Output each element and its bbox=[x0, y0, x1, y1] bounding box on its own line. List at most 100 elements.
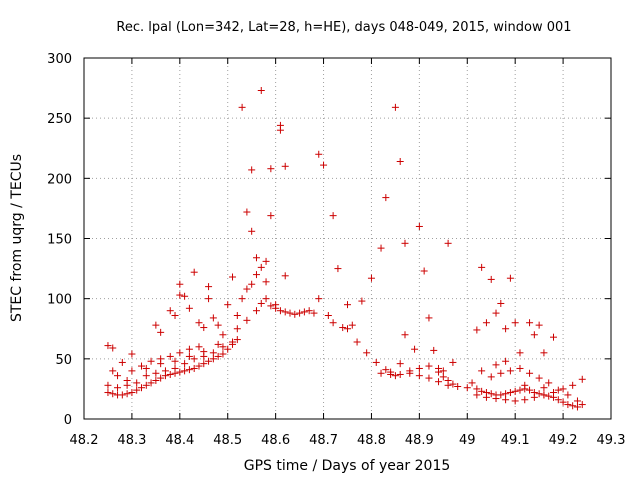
plot-frame bbox=[83, 57, 612, 420]
data-point bbox=[449, 380, 457, 388]
data-point bbox=[190, 364, 198, 372]
data-point bbox=[564, 401, 572, 409]
data-point bbox=[569, 381, 577, 389]
data-point bbox=[157, 374, 165, 382]
y-tick-label: 200 bbox=[47, 172, 72, 187]
data-point bbox=[315, 295, 323, 303]
data-point bbox=[344, 301, 351, 309]
data-point bbox=[166, 370, 174, 378]
data-point bbox=[334, 265, 342, 273]
data-point bbox=[564, 391, 572, 399]
data-point bbox=[535, 390, 543, 398]
data-point bbox=[171, 312, 179, 320]
data-point bbox=[411, 345, 419, 353]
x-tick-label: 48.7 bbox=[309, 433, 338, 448]
x-tick-label: 49 bbox=[459, 433, 476, 448]
data-point bbox=[554, 396, 562, 404]
data-point bbox=[214, 321, 222, 329]
data-point bbox=[502, 325, 510, 333]
data-point bbox=[430, 346, 438, 354]
data-point bbox=[185, 352, 193, 360]
x-tick-label: 48.4 bbox=[165, 433, 194, 448]
y-tick-label: 50 bbox=[55, 353, 72, 368]
data-point bbox=[190, 268, 198, 276]
data-point bbox=[559, 385, 567, 393]
data-point bbox=[578, 401, 586, 409]
data-point bbox=[324, 312, 332, 320]
data-point bbox=[181, 367, 189, 375]
data-point bbox=[276, 307, 284, 315]
data-point bbox=[195, 362, 203, 370]
data-point bbox=[233, 336, 241, 344]
data-point bbox=[157, 360, 165, 368]
data-point bbox=[497, 299, 505, 307]
data-point bbox=[147, 379, 155, 387]
data-point bbox=[104, 389, 112, 397]
y-tick-label: 150 bbox=[47, 233, 72, 248]
data-point bbox=[248, 166, 256, 174]
data-point bbox=[224, 301, 232, 309]
data-point bbox=[573, 403, 581, 411]
data-point bbox=[104, 342, 112, 350]
data-point bbox=[305, 307, 313, 315]
data-point bbox=[511, 397, 519, 405]
x-axis-label: GPS time / Days of year 2015 bbox=[244, 458, 451, 474]
data-point bbox=[492, 309, 500, 317]
data-point bbox=[497, 369, 505, 377]
grid-lines bbox=[84, 58, 611, 419]
data-point bbox=[133, 386, 141, 394]
data-point bbox=[454, 383, 462, 391]
data-point bbox=[171, 364, 179, 372]
data-point bbox=[200, 348, 208, 356]
data-point bbox=[396, 360, 404, 368]
data-point bbox=[415, 222, 423, 230]
data-point bbox=[516, 386, 524, 394]
data-point bbox=[200, 360, 208, 368]
data-point bbox=[219, 350, 227, 358]
data-point bbox=[104, 381, 112, 389]
data-point bbox=[214, 352, 222, 360]
data-point bbox=[492, 395, 500, 403]
data-point bbox=[128, 367, 136, 375]
data-point bbox=[185, 304, 193, 312]
data-point bbox=[161, 367, 169, 375]
data-point bbox=[171, 357, 179, 365]
data-point bbox=[521, 381, 529, 389]
data-point bbox=[219, 331, 227, 339]
data-point bbox=[526, 386, 534, 394]
x-tick-label: 49.1 bbox=[501, 433, 530, 448]
data-point bbox=[229, 338, 237, 346]
data-point bbox=[257, 263, 265, 271]
data-point bbox=[248, 227, 256, 235]
data-point bbox=[286, 309, 294, 317]
data-point bbox=[511, 387, 519, 395]
data-point bbox=[281, 162, 289, 170]
data-point bbox=[569, 402, 577, 410]
data-point bbox=[185, 366, 193, 374]
data-point bbox=[137, 362, 145, 370]
data-point bbox=[176, 368, 184, 376]
data-point bbox=[123, 390, 131, 398]
data-point bbox=[209, 355, 217, 363]
data-point bbox=[281, 272, 289, 280]
data-point bbox=[387, 370, 395, 378]
data-point bbox=[137, 384, 145, 392]
data-point bbox=[516, 364, 524, 372]
data-point bbox=[195, 343, 203, 351]
x-axis-ticks: 48.2 48.3 48.4 48.5 48.6 48.7 48.8 48.9 49 49.1 49… bbox=[70, 58, 625, 448]
data-point bbox=[238, 295, 246, 303]
data-point bbox=[473, 391, 481, 399]
data-point bbox=[545, 392, 553, 400]
x-tick-label: 48.3 bbox=[117, 433, 146, 448]
data-point bbox=[257, 299, 265, 307]
data-point bbox=[272, 304, 280, 312]
data-point bbox=[425, 314, 433, 322]
data-point bbox=[420, 267, 428, 275]
data-point bbox=[109, 367, 117, 375]
y-tick-label: 300 bbox=[47, 52, 72, 67]
data-point bbox=[545, 379, 553, 387]
data-point bbox=[142, 381, 150, 389]
data-point bbox=[176, 349, 184, 357]
data-point bbox=[152, 376, 160, 384]
